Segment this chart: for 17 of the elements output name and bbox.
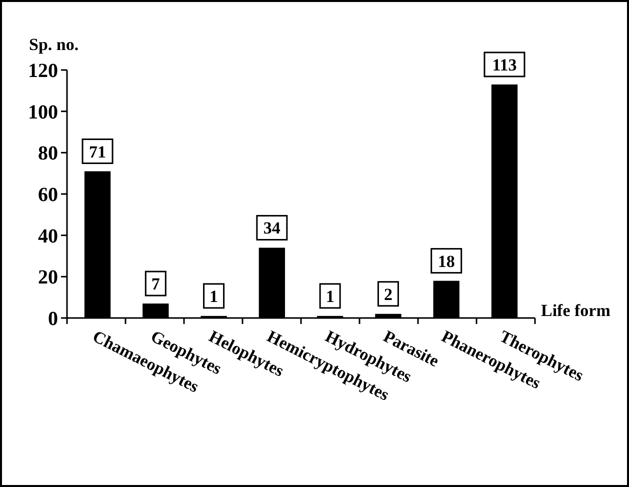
- data-label: 18: [438, 252, 455, 271]
- data-label: 1: [326, 286, 334, 306]
- y-tick-label: 80: [38, 142, 58, 165]
- y-tick-label: 60: [38, 184, 58, 206]
- y-tick-label: 20: [38, 266, 58, 289]
- y-tick-label: 120: [28, 60, 58, 82]
- y-tick-label: 100: [28, 101, 58, 124]
- data-label: 113: [492, 55, 517, 74]
- x-axis-title: Life form: [541, 301, 610, 320]
- data-label: 2: [384, 284, 392, 304]
- y-tick-label: 0: [48, 308, 58, 330]
- data-label: 1: [210, 286, 218, 306]
- y-axis-title: Sp. no.: [29, 35, 79, 54]
- data-label: 7: [151, 274, 160, 294]
- data-label: 34: [263, 218, 281, 238]
- y-tick-label: 40: [38, 225, 58, 248]
- data-label: 71: [89, 142, 106, 162]
